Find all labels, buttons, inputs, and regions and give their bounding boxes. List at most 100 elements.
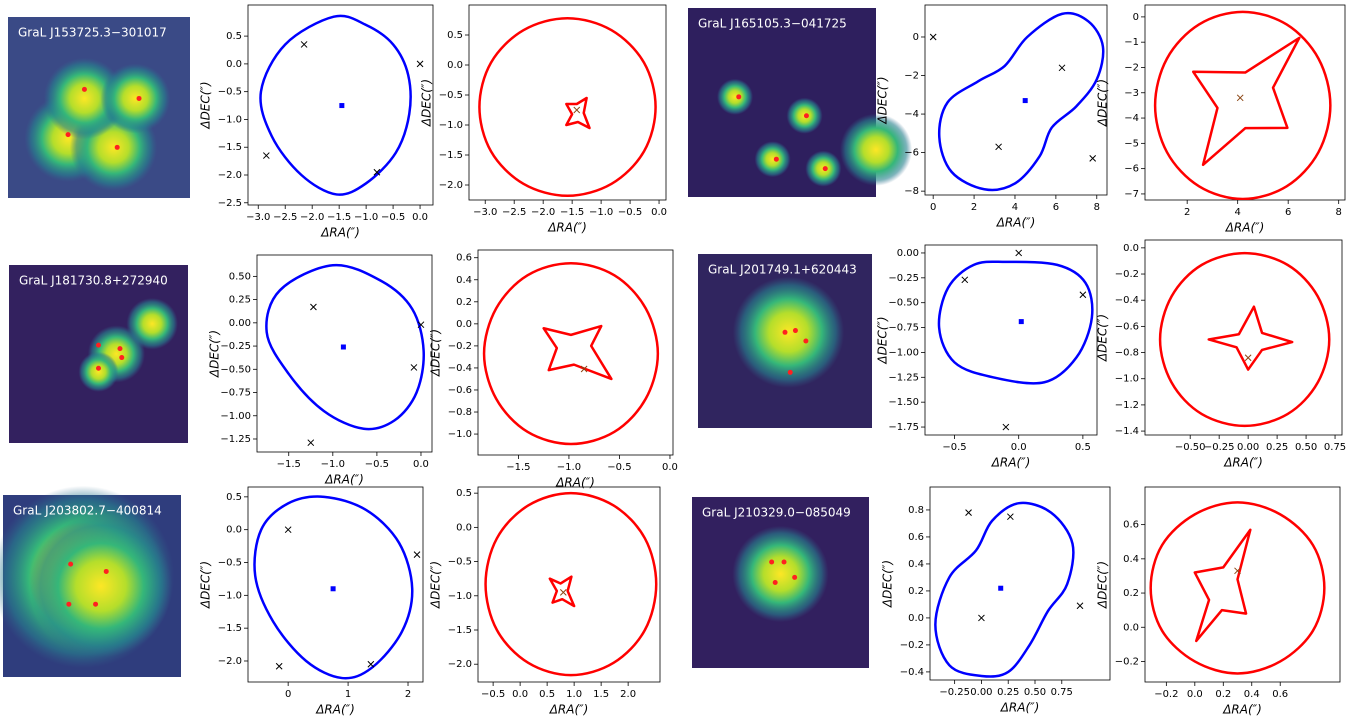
x-tick-label: 0.50	[1295, 442, 1317, 453]
x-tick-label: −0.25	[1204, 442, 1235, 453]
x-axis-label: ΔRA(″)	[324, 473, 364, 487]
x-axis-label: ΔRA(″)	[549, 703, 589, 717]
image-dot	[117, 346, 122, 351]
x-marker	[285, 527, 291, 533]
axes-frame	[930, 487, 1110, 680]
caustic	[1193, 38, 1299, 165]
square-marker	[1019, 319, 1024, 324]
x-tick-label: 0.5	[1075, 442, 1091, 453]
y-tick-label: −0.4	[900, 667, 924, 678]
square-marker	[998, 586, 1003, 591]
x-tick-label: −1.0	[321, 459, 345, 470]
x-tick-label: 0.75	[1324, 442, 1346, 453]
y-tick-label: −0.50	[888, 298, 919, 309]
plot-area	[260, 16, 423, 195]
source-blob	[717, 79, 753, 115]
y-tick-label: 0.0	[908, 613, 924, 624]
image-dot	[773, 580, 778, 585]
plot-area	[266, 265, 424, 446]
plot-area	[1160, 253, 1329, 426]
x-tick-label: −1.5	[506, 462, 530, 473]
x-marker	[310, 304, 316, 310]
y-tick-label: −1.0	[1115, 374, 1139, 385]
y-tick-label: −4	[904, 109, 919, 120]
y-tick-label: −2	[904, 71, 919, 82]
x-marker	[368, 661, 374, 667]
y-tick-label: 0.0	[1123, 622, 1139, 633]
x-marker	[301, 41, 307, 47]
y-tick-label: −2.0	[218, 656, 242, 667]
y-tick-label: −1.2	[1115, 400, 1139, 411]
axes-frame	[1145, 5, 1345, 200]
y-tick-label: −0.25	[888, 273, 919, 284]
y-tick-label: 0.5	[226, 492, 242, 503]
y-tick-label: −0.2	[900, 640, 924, 651]
x-axis-label: ΔRA(″)	[991, 456, 1031, 470]
x-tick-label: 0.00	[970, 687, 992, 698]
y-tick-label: −0.5	[439, 90, 463, 101]
y-tick-label: −1	[1124, 37, 1139, 48]
x-marker	[560, 589, 566, 595]
x-axis-label: ΔRA(″)	[547, 221, 587, 235]
y-tick-label: −2.5	[218, 198, 242, 209]
y-axis-label: ΔDEC(″)	[420, 79, 434, 127]
x-tick-label: 1.0	[566, 689, 582, 700]
image-dot	[736, 94, 741, 99]
critical-curve	[939, 13, 1103, 190]
y-tick-label: 0.4	[908, 559, 924, 570]
x-tick-label: 0.0	[1187, 689, 1203, 700]
x-axis-label: ΔRA(″)	[996, 216, 1036, 230]
x-marker	[263, 153, 269, 159]
image-dot	[93, 602, 98, 607]
x-tick-label: −0.2	[1154, 689, 1178, 700]
y-tick-label: −0.75	[220, 388, 251, 399]
y-tick-label: −0.6	[1115, 321, 1139, 332]
x-tick-label: 0.0	[1011, 442, 1027, 453]
y-tick-label: 0.6	[456, 253, 472, 264]
square-marker	[331, 586, 336, 591]
image-label: GraL J153725.3−301017	[18, 26, 167, 40]
y-tick-label: −1.5	[218, 623, 242, 634]
source-blob	[78, 352, 118, 392]
image-dot	[66, 602, 71, 607]
y-tick-label: 0.0	[226, 525, 242, 536]
axes-frame	[469, 5, 666, 200]
plot-area	[255, 497, 420, 679]
x-marker	[308, 440, 314, 446]
y-tick-label: −0.6	[448, 385, 472, 396]
x-tick-label: −2.5	[273, 212, 297, 223]
source-blob	[100, 64, 170, 134]
y-tick-label: −1.75	[888, 422, 919, 433]
x-tick-label: −0.5	[942, 442, 966, 453]
x-tick-label: 0.0	[651, 207, 667, 218]
y-tick-label: 0.8	[908, 505, 924, 516]
x-tick-label: −1.5	[277, 459, 301, 470]
image-dot	[96, 366, 101, 371]
y-axis-label: ΔDEC(″)	[199, 81, 213, 129]
y-tick-label: −0.4	[1115, 295, 1139, 306]
x-tick-label: 0.25	[997, 687, 1019, 698]
x-tick-label: 2.0	[620, 689, 636, 700]
y-tick-label: 0	[913, 32, 919, 43]
y-tick-label: −0.2	[448, 341, 472, 352]
x-axis-label: ΔRA(″)	[315, 703, 355, 717]
y-tick-label: −1.00	[220, 411, 251, 422]
plot-area	[486, 493, 657, 675]
figure: GraL J153725.3−301017GraL J165105.3−0417…	[0, 0, 1370, 721]
image-dot	[66, 132, 71, 137]
critical-curve	[935, 503, 1073, 677]
x-tick-label: 0.5	[539, 689, 555, 700]
y-tick-label: 0	[1133, 12, 1139, 23]
y-tick-label: −1.50	[888, 397, 919, 408]
x-tick-label: 1.5	[593, 689, 609, 700]
x-tick-label: −1.5	[560, 207, 584, 218]
image-dot	[104, 569, 109, 574]
image-dot	[119, 355, 124, 360]
plot-area	[930, 13, 1103, 190]
y-axis-label: ΔDEC(″)	[199, 561, 213, 609]
y-axis-label: ΔDEC(″)	[1096, 79, 1110, 127]
y-tick-label: 0.0	[447, 60, 463, 71]
axes-frame	[478, 250, 673, 455]
x-marker	[1059, 65, 1065, 71]
x-tick-label: −2.5	[502, 207, 526, 218]
